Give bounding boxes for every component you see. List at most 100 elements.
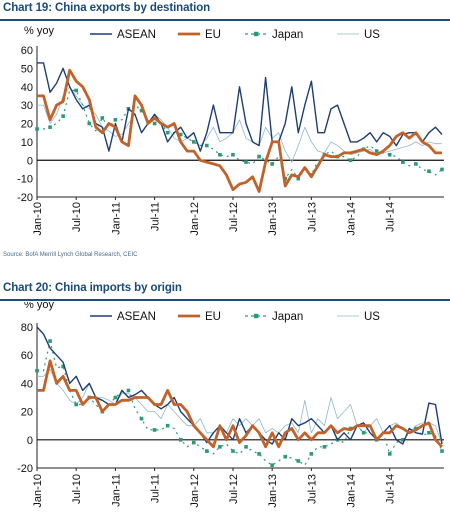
data-point-japan (322, 445, 327, 449)
data-point-japan (126, 388, 131, 393)
x-tick-label: Jul-10 (71, 474, 83, 504)
legend-marker (254, 31, 259, 37)
data-point-japan (165, 423, 170, 428)
data-point-japan (401, 438, 405, 442)
data-point-japan (427, 169, 431, 174)
x-tick-label: Jan-10 (32, 474, 44, 508)
data-point-japan (296, 459, 301, 463)
y-tick-label: 40 (21, 378, 33, 390)
title-rule (0, 19, 450, 21)
data-point-japan (61, 364, 65, 369)
x-tick-label: Jan-10 (32, 202, 44, 236)
y-tick-label: 40 (21, 82, 33, 94)
data-point-japan (348, 158, 353, 163)
data-point-japan (152, 428, 157, 432)
legend-label: Japan (272, 311, 303, 323)
y-tick-label: 0 (27, 435, 33, 447)
x-tick-label: Jan-14 (346, 474, 358, 508)
y-tick-label: 50 (21, 63, 33, 75)
legend-label: Japan (272, 29, 303, 41)
data-point-japan (231, 152, 235, 157)
data-point-japan (165, 130, 170, 135)
legend-label: ASEAN (117, 29, 156, 41)
data-point-japan (296, 176, 301, 181)
data-point-japan (139, 108, 144, 113)
chart-title: Chart 20: China imports by origin (3, 282, 182, 294)
legend-label: EU (205, 311, 221, 323)
series-line-asean (37, 62, 443, 152)
x-tick-label: Jan-14 (346, 202, 358, 236)
chart-title: Chart 19: China exports by destination (3, 2, 211, 14)
data-point-japan (178, 132, 183, 137)
data-point-japan (387, 152, 392, 157)
data-point-japan (48, 339, 52, 343)
y-tick-label: 30 (21, 100, 33, 112)
x-tick-label: Jul-13 (306, 202, 318, 232)
data-point-japan (257, 452, 261, 456)
data-point-japan (35, 368, 39, 373)
legend-label: EU (205, 29, 221, 41)
y-tick-label: 10 (21, 137, 33, 149)
x-tick-label: Jan-12 (189, 474, 201, 508)
data-point-japan (244, 160, 248, 164)
y-tick-label: 80 (21, 322, 33, 334)
data-point-japan (257, 154, 261, 159)
series-line-eu (37, 359, 444, 449)
series-line-eu (37, 68, 442, 193)
data-point-japan (152, 121, 157, 126)
series-line-us (37, 368, 443, 445)
data-point-japan (61, 114, 65, 118)
legend-label: ASEAN (117, 311, 156, 323)
data-point-japan (113, 395, 118, 400)
data-point-japan (218, 152, 222, 157)
data-point-japan (401, 160, 405, 164)
x-tick-label: Jul-10 (71, 202, 83, 232)
legend-label: US (364, 311, 380, 323)
data-point-japan (205, 143, 209, 148)
x-tick-label: Jul-13 (306, 474, 318, 504)
x-tick-label: Jul-12 (228, 202, 240, 232)
series-line-japan (37, 89, 443, 180)
y-axis-label: % yoy (24, 302, 54, 311)
x-tick-label: Jul-12 (228, 474, 240, 504)
data-point-japan (440, 167, 444, 172)
data-point-japan (244, 445, 248, 449)
data-point-japan (100, 116, 105, 120)
y-tick-label: -20 (17, 192, 33, 204)
data-point-japan (139, 416, 144, 421)
data-point-japan (283, 454, 288, 459)
source-note: Source: BofA Merrill Lynch Global Resear… (3, 252, 138, 258)
data-point-japan (113, 118, 118, 122)
data-point-japan (427, 430, 431, 435)
legend-marker (254, 313, 259, 319)
data-point-japan (178, 438, 183, 442)
data-point-japan (231, 449, 235, 453)
data-point-japan (87, 121, 92, 126)
series-line-asean (36, 326, 443, 445)
data-point-japan (309, 452, 314, 456)
y-axis-label: % yoy (24, 25, 54, 37)
data-point-japan (205, 449, 209, 453)
data-point-japan (48, 125, 52, 129)
data-point-japan (191, 140, 196, 144)
data-point-japan (218, 445, 222, 449)
x-tick-label: Jan-13 (267, 474, 279, 508)
exports-chart: % yoy -20 -10 0 10 20 30 40 50 60 Jan-10 Jul-10 Jan-… (17, 25, 444, 236)
data-point-japan (440, 449, 444, 453)
x-tick-label: Jul-14 (385, 474, 397, 504)
data-point-japan (387, 452, 392, 456)
x-tick-label: Jul-11 (150, 474, 162, 503)
x-tick-label: Jul-11 (150, 202, 162, 231)
y-tick-label: 60 (21, 350, 33, 362)
data-point-japan (74, 88, 78, 93)
title-rule (0, 299, 450, 301)
imports-chart: % yoy -20 0 20 40 60 80 Jan-10 Jul-10 Jan-11 Jul-1… (17, 302, 444, 508)
data-point-japan (270, 162, 274, 166)
y-tick-label: 60 (21, 45, 33, 57)
x-tick-label: Jan-11 (110, 202, 122, 235)
data-point-japan (191, 440, 196, 445)
y-tick-label: -10 (17, 174, 33, 186)
y-tick-label: 0 (27, 155, 33, 167)
data-point-japan (414, 162, 418, 166)
data-point-japan (35, 127, 39, 131)
